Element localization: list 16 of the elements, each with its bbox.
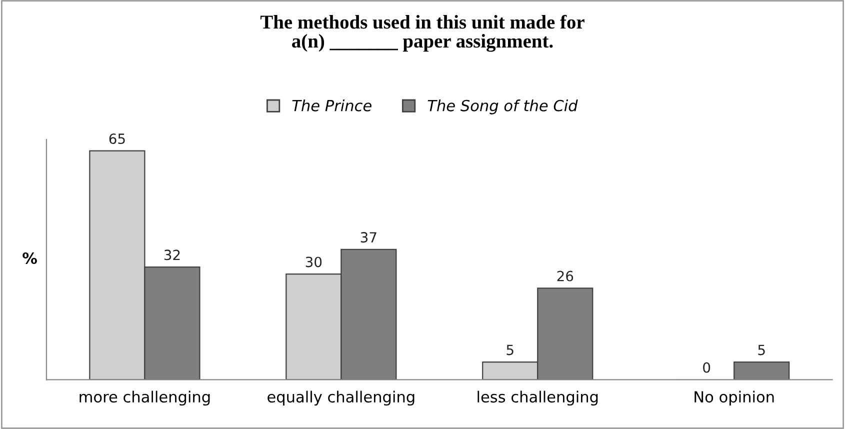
x-tick-label: equally challenging: [268, 390, 414, 406]
x-tick-label: more challenging: [80, 390, 210, 406]
y-axis-title: %: [22, 252, 37, 264]
x-tick-label: No opinion: [694, 390, 774, 406]
data-label: 65: [109, 134, 125, 144]
data-label: 30: [306, 256, 322, 268]
chart-title: The methods used in this unit made for a(n) _______ paper assignment.: [260, 14, 584, 52]
data-label: 26: [557, 270, 574, 282]
data-label: 5: [758, 344, 765, 356]
legend-label: The Song of the Cid: [428, 100, 578, 114]
data-label: 37: [360, 232, 376, 243]
x-tick-label: less challenging: [478, 390, 598, 406]
data-label: 32: [164, 250, 180, 260]
data-label: 0: [703, 362, 710, 373]
legend-label: The Prince: [292, 100, 372, 112]
data-label: 5: [506, 344, 514, 356]
